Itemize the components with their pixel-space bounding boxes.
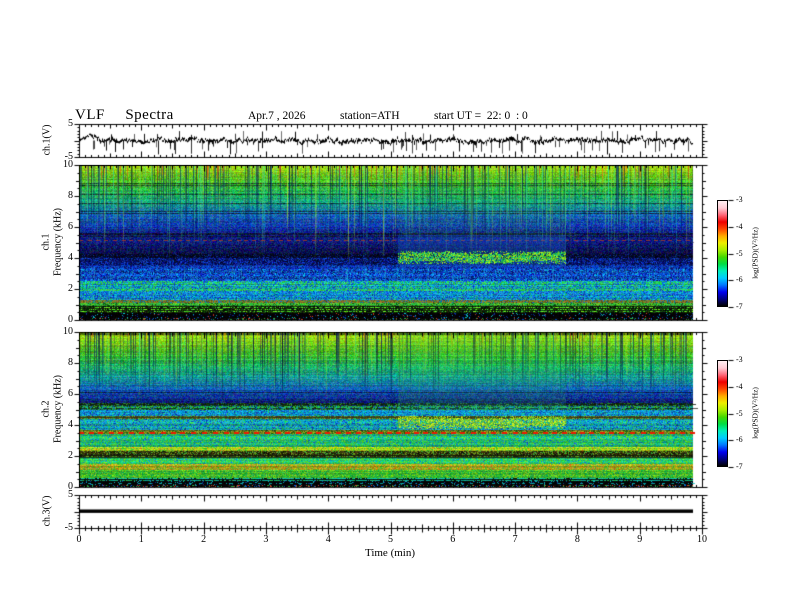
y-tick-label: 8 — [68, 190, 73, 201]
colorbar-ch1 — [717, 200, 728, 307]
y-tick-label: -5 — [64, 151, 73, 162]
colorbar-ch1-unit-label: log(PSD)(V²/Hz) — [750, 227, 760, 279]
x-tick-label: 7 — [512, 534, 518, 545]
colorbar-ch2-unit-label: log(PSD)(V²/Hz) — [750, 387, 760, 439]
ch2-frequency-axis-label-line1: ch.2 — [40, 400, 52, 418]
y-tick-label: 2 — [68, 283, 73, 294]
colorbar-tick-label: -7 — [736, 462, 743, 471]
x-tick-label: 3 — [263, 534, 269, 545]
x-tick-label: 6 — [450, 534, 456, 545]
ch1-frequency-axis-label: ch.1 Frequency (kHz) — [41, 208, 64, 276]
colorbar-tick-label: -7 — [736, 302, 743, 311]
y-tick-label: 4 — [68, 252, 73, 263]
y-tick-label: 5 — [68, 118, 73, 129]
ch1-frequency-axis-label-line2: Frequency (kHz) — [52, 207, 63, 277]
colorbar-tick-label: -5 — [736, 248, 743, 258]
colorbar-tick-label: -4 — [736, 381, 743, 391]
ch2-frequency-axis-label-line2: Frequency (kHz) — [52, 374, 63, 444]
colorbar-ch2 — [717, 360, 728, 467]
y-tick-label: 2 — [68, 450, 73, 461]
x-tick-label: 8 — [574, 534, 580, 545]
x-tick-label: 5 — [388, 534, 393, 545]
colorbar-tick-label: -6 — [736, 275, 743, 285]
colorbar-tick-label: -3 — [736, 355, 743, 364]
x-tick-label: 2 — [201, 534, 207, 545]
ch3-volts-axis-label: ch.3(V) — [41, 495, 53, 527]
y-tick-label: 10 — [63, 326, 73, 337]
colorbar-tick-label: -6 — [736, 435, 743, 445]
x-tick-label: 10 — [697, 534, 707, 545]
y-tick-label: 6 — [68, 221, 73, 232]
colorbar-tick-label: -5 — [736, 408, 743, 418]
y-tick-label: 0 — [68, 314, 73, 325]
y-tick-label: 5 — [68, 489, 73, 500]
colorbar-tick-label: -3 — [736, 195, 743, 204]
time-axis-label: Time (min) — [364, 547, 416, 559]
ch1-frequency-axis-label-line1: ch.1 — [40, 233, 52, 251]
y-tick-label: 0 — [68, 481, 73, 492]
y-tick-label: -5 — [64, 522, 73, 533]
ch2-frequency-axis-label: ch.2 Frequency (kHz) — [41, 375, 64, 443]
x-tick-label: 4 — [325, 534, 331, 545]
x-tick-label: 9 — [637, 534, 643, 545]
x-tick-label: 1 — [138, 534, 144, 545]
y-tick-label: 6 — [68, 388, 73, 399]
y-tick-label: 10 — [63, 159, 73, 170]
x-tick-label: 0 — [76, 534, 82, 545]
y-tick-label: 8 — [68, 357, 73, 368]
colorbar-tick-label: -4 — [736, 221, 743, 231]
ch1-volts-axis-label: ch.1(V) — [41, 124, 53, 156]
y-tick-label: 4 — [68, 419, 73, 430]
